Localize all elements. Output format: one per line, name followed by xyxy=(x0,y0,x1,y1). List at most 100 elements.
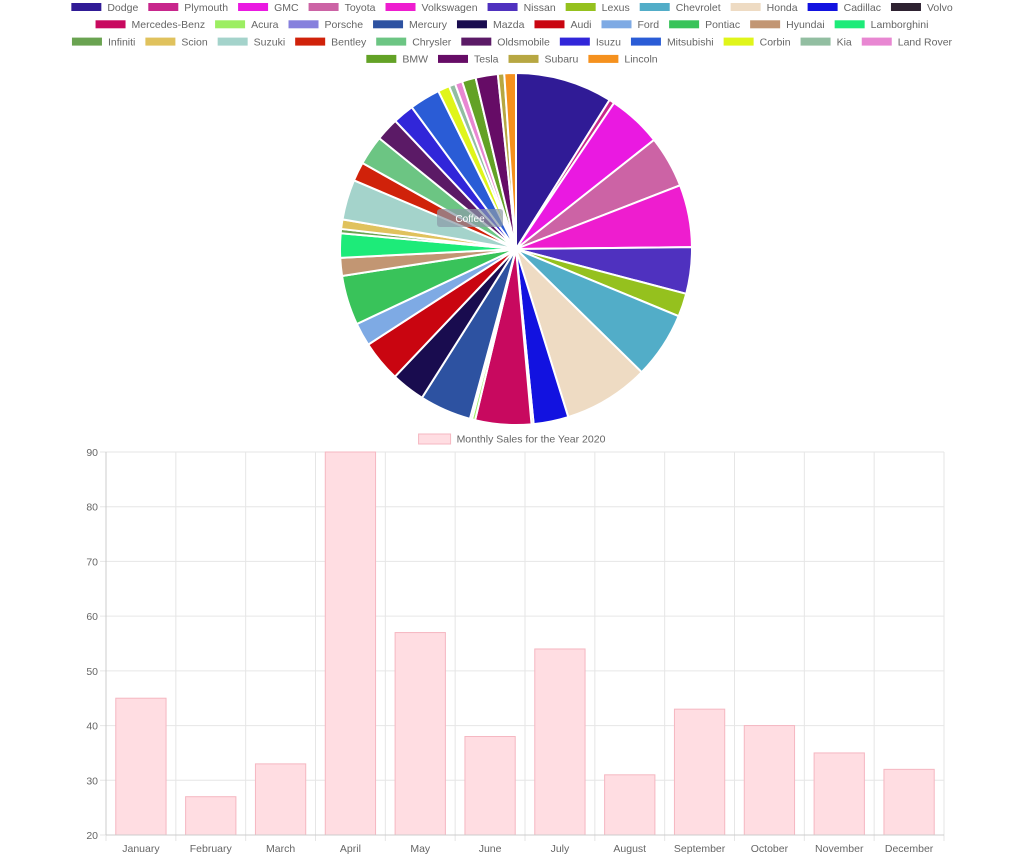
x-tick-label-june: June xyxy=(479,843,502,855)
legend-item-honda[interactable]: Honda xyxy=(730,2,798,14)
legend-item-kia[interactable]: Kia xyxy=(800,36,852,48)
legend-item-nissan[interactable]: Nissan xyxy=(487,2,556,14)
legend-label: Plymouth xyxy=(184,2,228,14)
bar-august[interactable] xyxy=(604,774,656,836)
legend-item-mercedes-benz[interactable]: Mercedes-Benz xyxy=(95,19,206,31)
legend-swatch xyxy=(800,37,831,46)
legend-item-hyundai[interactable]: Hyundai xyxy=(750,19,825,31)
legend-label: Land Rover xyxy=(898,36,953,48)
legend-swatch xyxy=(288,20,319,29)
legend-label: Mitsubishi xyxy=(667,36,714,48)
legend-item-cadillac[interactable]: Cadillac xyxy=(807,2,881,14)
bar-series xyxy=(115,451,935,836)
legend-swatch xyxy=(723,37,754,46)
legend-label: Isuzu xyxy=(596,36,621,48)
bar-july[interactable] xyxy=(534,648,586,836)
legend-label: Lincoln xyxy=(624,54,657,66)
legend-swatch xyxy=(461,37,492,46)
bar-february[interactable] xyxy=(185,796,237,836)
x-tick-label-november: November xyxy=(815,843,864,855)
legend-swatch xyxy=(639,3,670,11)
legend-swatch xyxy=(238,3,269,11)
legend-swatch xyxy=(834,20,865,29)
bar-june[interactable] xyxy=(464,736,516,836)
legend-item-audi[interactable]: Audi xyxy=(534,19,592,31)
legend-item-volvo[interactable]: Volvo xyxy=(890,2,953,14)
legend-label: Subaru xyxy=(545,54,579,66)
bar-december[interactable] xyxy=(883,768,935,836)
legend-label: GMC xyxy=(274,2,299,14)
legend-item-chrysler[interactable]: Chrysler xyxy=(376,36,452,48)
legend-label: Toyota xyxy=(345,2,376,14)
legend-item-ford[interactable]: Ford xyxy=(601,19,660,31)
legend-label: Mercury xyxy=(409,19,448,31)
legend-item-isuzu[interactable]: Isuzu xyxy=(559,36,621,48)
legend-item-tesla[interactable]: Tesla xyxy=(438,54,499,66)
legend-item-bentley[interactable]: Bentley xyxy=(295,36,367,48)
pie-slice-lincoln[interactable] xyxy=(503,71,517,250)
legend-label: Audi xyxy=(570,19,591,31)
legend-item-monthly-sales[interactable]: Monthly Sales for the Year 2020 xyxy=(418,433,606,446)
legend-label: Pontiac xyxy=(705,19,740,31)
bar-may[interactable] xyxy=(394,632,446,836)
legend-label: Nissan xyxy=(524,2,556,14)
legend-item-porsche[interactable]: Porsche xyxy=(288,19,364,31)
legend-item-gmc[interactable]: GMC xyxy=(238,2,299,14)
legend-item-land-rover[interactable]: Land Rover xyxy=(861,36,953,48)
legend-item-pontiac[interactable]: Pontiac xyxy=(669,19,740,31)
legend-label: Volvo xyxy=(927,2,953,14)
legend-swatch xyxy=(376,37,407,46)
legend-swatch xyxy=(508,54,539,63)
legend-item-oldsmobile[interactable]: Oldsmobile xyxy=(461,36,550,48)
legend-label: Corbin xyxy=(760,36,791,48)
legend-item-suzuki[interactable]: Suzuki xyxy=(217,36,286,48)
legend-swatch xyxy=(438,54,469,63)
y-tick-label: 70 xyxy=(86,556,98,568)
y-tick-label: 90 xyxy=(86,447,98,459)
legend-item-acura[interactable]: Acura xyxy=(215,19,279,31)
legend-swatch xyxy=(308,3,339,11)
bar-september[interactable] xyxy=(673,708,726,836)
legend-item-mercury[interactable]: Mercury xyxy=(373,19,448,31)
bar-january[interactable] xyxy=(115,697,167,836)
legend-item-scion[interactable]: Scion xyxy=(145,36,208,48)
legend-label: Suzuki xyxy=(254,36,286,48)
legend-swatch xyxy=(669,20,700,29)
legend-swatch xyxy=(601,20,632,29)
legend-label: Tesla xyxy=(474,54,499,66)
bar-march[interactable] xyxy=(254,763,307,836)
legend-swatch xyxy=(588,54,619,63)
legend-item-toyota[interactable]: Toyota xyxy=(308,2,376,14)
legend-swatch xyxy=(418,433,452,445)
legend-label: Kia xyxy=(837,36,852,48)
legend-item-bmw[interactable]: BMW xyxy=(366,54,428,66)
legend-item-dodge[interactable]: Dodge xyxy=(71,2,138,14)
legend-item-chevrolet[interactable]: Chevrolet xyxy=(639,2,721,14)
x-tick-label-august: August xyxy=(613,843,646,855)
legend-label: Scion xyxy=(181,36,207,48)
legend-item-lincoln[interactable]: Lincoln xyxy=(588,54,658,66)
legend-item-corbin[interactable]: Corbin xyxy=(723,36,791,48)
watermark-logo: Coffee xyxy=(437,209,503,227)
legend-swatch xyxy=(71,37,102,46)
legend-item-lexus[interactable]: Lexus xyxy=(565,2,630,14)
bar-november[interactable] xyxy=(813,752,865,836)
legend-item-mitsubishi[interactable]: Mitsubishi xyxy=(630,36,714,48)
pie-legend: Dodge Plymouth GMC Toyota Volkswagen Nissan Le… xyxy=(71,2,953,66)
legend-item-mazda[interactable]: Mazda xyxy=(456,19,525,31)
x-tick-label-october: October xyxy=(751,843,789,855)
legend-label: Acura xyxy=(251,19,279,31)
x-tick-label-september: September xyxy=(674,843,726,855)
legend-item-lamborghini[interactable]: Lamborghini xyxy=(834,19,929,31)
y-tick-label: 60 xyxy=(86,611,98,623)
bar-april[interactable] xyxy=(324,451,377,836)
legend-item-infiniti[interactable]: Infiniti xyxy=(71,36,135,48)
legend-item-plymouth[interactable]: Plymouth xyxy=(148,2,228,14)
legend-item-volkswagen[interactable]: Volkswagen xyxy=(385,2,478,14)
y-tick-label: 40 xyxy=(86,721,98,733)
legend-label: Porsche xyxy=(325,19,364,31)
bar-october[interactable] xyxy=(743,725,796,836)
pie-slice-dodge[interactable] xyxy=(515,71,611,253)
legend-item-subaru[interactable]: Subaru xyxy=(508,54,579,66)
legend-label: Dodge xyxy=(107,2,138,14)
